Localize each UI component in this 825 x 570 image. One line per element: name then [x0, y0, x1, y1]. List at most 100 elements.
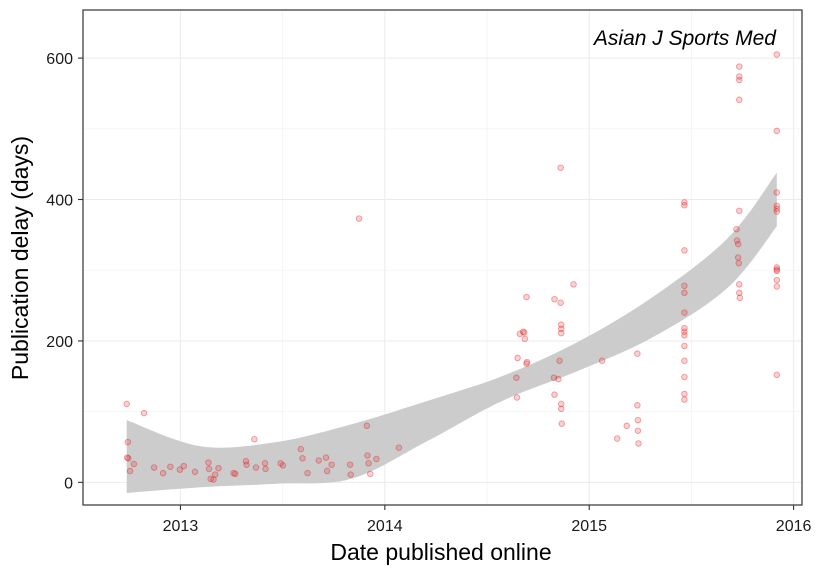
- y-tick-label: 200: [46, 334, 73, 351]
- data-point: [167, 463, 174, 471]
- data-point: [681, 342, 688, 350]
- data-point: [347, 471, 354, 478]
- plot-border: [82, 9, 803, 506]
- points-layer: [123, 51, 781, 483]
- data-point: [736, 207, 743, 215]
- data-point: [123, 400, 130, 408]
- data-point: [681, 396, 688, 403]
- data-point: [123, 454, 131, 461]
- data-point: [634, 416, 642, 424]
- x-tick-label: 2015: [571, 518, 607, 535]
- data-point: [243, 461, 250, 468]
- data-point: [681, 328, 688, 336]
- data-point: [551, 295, 558, 303]
- data-point: [521, 329, 528, 336]
- data-point: [681, 390, 688, 398]
- data-point: [613, 435, 621, 442]
- data-point: [736, 289, 743, 297]
- annotation-label: Asian J Sports Med: [592, 27, 777, 50]
- data-point: [519, 328, 527, 336]
- data-point: [634, 427, 642, 435]
- data-point: [681, 332, 688, 339]
- x-tick-label: 2016: [776, 518, 812, 535]
- data-point: [323, 467, 331, 475]
- data-point: [513, 374, 520, 381]
- data-point: [557, 325, 565, 333]
- data-point: [516, 330, 524, 338]
- y-axis: 0 200 400 600: [46, 51, 83, 492]
- data-point: [773, 267, 781, 275]
- data-point: [773, 189, 781, 196]
- data-point: [558, 420, 566, 427]
- x-tick-label: 2014: [367, 518, 403, 535]
- data-point: [150, 464, 158, 471]
- data-point: [550, 374, 558, 381]
- y-tick-label: 600: [46, 51, 73, 68]
- data-point: [634, 402, 641, 409]
- data-point: [315, 457, 322, 464]
- data-point: [635, 440, 642, 447]
- data-point: [681, 357, 688, 364]
- data-point: [773, 266, 781, 273]
- data-point: [297, 445, 305, 453]
- data-point: [681, 282, 688, 290]
- data-point: [126, 467, 134, 475]
- data-point: [551, 391, 558, 398]
- data-point: [191, 468, 199, 476]
- data-point: [736, 63, 743, 70]
- data-point: [598, 357, 606, 364]
- data-point: [124, 438, 132, 446]
- data-point: [211, 471, 219, 478]
- data-point: [634, 350, 641, 357]
- data-point: [734, 240, 742, 248]
- data-point: [130, 460, 138, 468]
- data-point: [140, 409, 148, 417]
- data-point: [299, 455, 306, 462]
- data-point: [681, 247, 688, 254]
- data-point: [736, 281, 743, 288]
- data-point: [125, 455, 132, 462]
- data-point: [322, 454, 330, 461]
- data-point: [364, 452, 371, 459]
- data-point: [279, 462, 287, 469]
- x-axis: 2013 2014 2015 2016: [163, 505, 812, 535]
- data-point: [176, 466, 184, 473]
- x-tick-label: 2013: [163, 518, 199, 535]
- data-point: [681, 201, 688, 209]
- data-point: [557, 164, 564, 171]
- data-point: [242, 457, 250, 465]
- data-point: [363, 422, 371, 430]
- data-point: [328, 461, 335, 468]
- smooth-confidence-band: [126, 172, 777, 493]
- data-point: [570, 281, 577, 288]
- data-point: [514, 354, 521, 362]
- data-point: [623, 422, 630, 430]
- data-point: [557, 321, 565, 328]
- data-point: [521, 335, 529, 343]
- data-point: [681, 289, 688, 297]
- data-point: [773, 208, 781, 215]
- data-point: [365, 460, 372, 467]
- data-point: [736, 96, 743, 104]
- y-tick-label: 400: [46, 193, 73, 210]
- data-point: [733, 225, 740, 233]
- data-point: [773, 264, 781, 271]
- data-point: [251, 435, 258, 443]
- data-point: [346, 461, 354, 468]
- data-point: [557, 329, 565, 337]
- data-point: [252, 464, 260, 471]
- data-point: [523, 293, 530, 301]
- data-point: [230, 469, 237, 477]
- data-point: [523, 360, 530, 367]
- data-point: [207, 475, 214, 483]
- data-point: [367, 470, 374, 478]
- data-point: [736, 76, 743, 84]
- data-point: [395, 444, 403, 451]
- data-point: [232, 470, 239, 478]
- data-point: [277, 460, 284, 467]
- data-point: [681, 324, 688, 332]
- data-point: [215, 464, 222, 472]
- data-point: [159, 469, 167, 477]
- data-point: [773, 276, 781, 284]
- data-point: [557, 400, 565, 408]
